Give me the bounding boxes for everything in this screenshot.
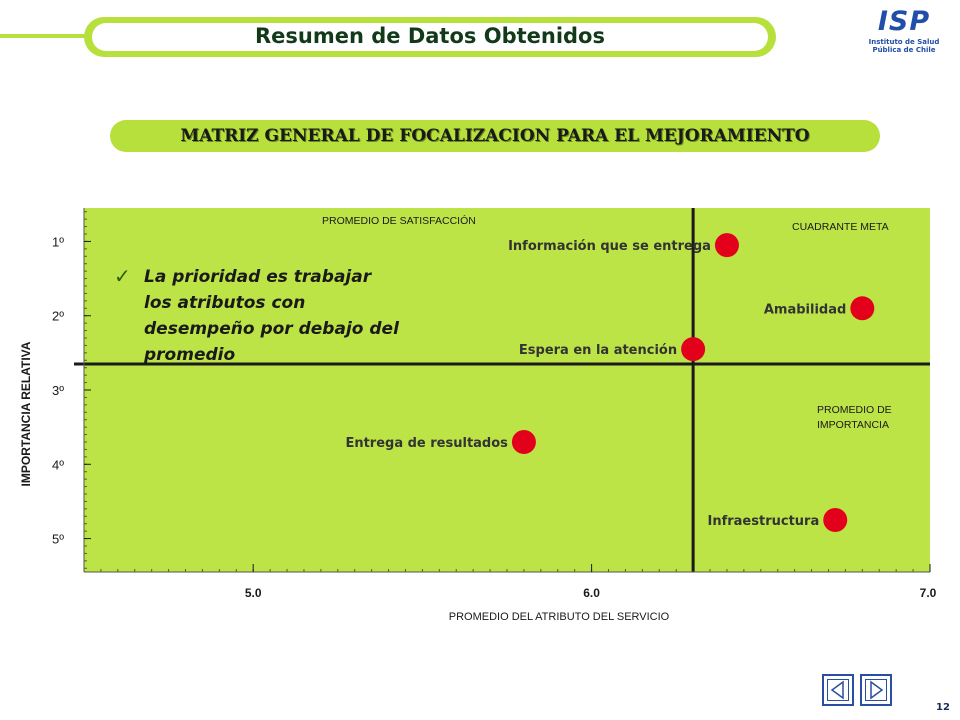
x-tick-label: 7.0	[920, 586, 937, 600]
x-tick-label: 5.0	[245, 586, 262, 600]
triangle-left-icon	[830, 680, 844, 700]
y-tick-label: 5º	[52, 532, 64, 547]
data-point	[850, 296, 875, 321]
data-point	[714, 233, 739, 258]
data-point-label: Infraestructura	[708, 514, 820, 529]
data-point-label: Información que se entrega	[508, 239, 711, 254]
previous-slide-button[interactable]	[822, 674, 854, 706]
page-number: 12	[936, 702, 950, 713]
y-tick-label: 3º	[52, 383, 64, 398]
target-quadrant-label: CUADRANTE META	[792, 221, 889, 233]
logo-text: ISP	[877, 6, 931, 37]
title-band	[0, 14, 780, 58]
data-point-label: Espera en la atención	[519, 343, 677, 358]
title-band-shape	[0, 17, 776, 57]
x-axis-label: PROMEDIO DEL ATRIBUTO DEL SERVICIO	[449, 611, 670, 623]
isp-logo: ISP Instituto de Salud Pública de Chile	[868, 6, 940, 62]
matrix-banner: MATRIZ GENERAL DE FOCALIZACION PARA EL M…	[110, 120, 880, 152]
data-point-label: Entrega de resultados	[345, 436, 508, 451]
plot-area	[84, 208, 930, 572]
y-tick-label: 4º	[52, 457, 64, 472]
checkmark-icon: ✓	[114, 264, 131, 288]
data-point-label: Amabilidad	[764, 302, 846, 317]
next-slide-button[interactable]	[860, 674, 892, 706]
logo-subtitle: Instituto de Salud Pública de Chile	[868, 38, 940, 54]
triangle-right-icon	[870, 680, 884, 700]
y-axis-label: IMPORTANCIA RELATIVA	[19, 341, 33, 486]
matrix-banner-title: MATRIZ GENERAL DE FOCALIZACION PARA EL M…	[180, 126, 810, 146]
page-title: Resumen de Datos Obtenidos	[255, 24, 605, 48]
satisfaction-mean-label: PROMEDIO DE SATISFACCIÓN	[322, 214, 476, 227]
data-point	[823, 508, 848, 532]
x-tick-label: 6.0	[583, 586, 600, 600]
priority-note-text: La prioridad es trabajar los atributos c…	[144, 267, 399, 365]
data-point	[511, 430, 536, 454]
importance-mean-label: PROMEDIO DE IMPORTANCIA	[817, 404, 892, 431]
y-tick-label: 1º	[52, 234, 64, 249]
y-tick-label: 2º	[52, 309, 64, 324]
data-point	[681, 337, 706, 362]
